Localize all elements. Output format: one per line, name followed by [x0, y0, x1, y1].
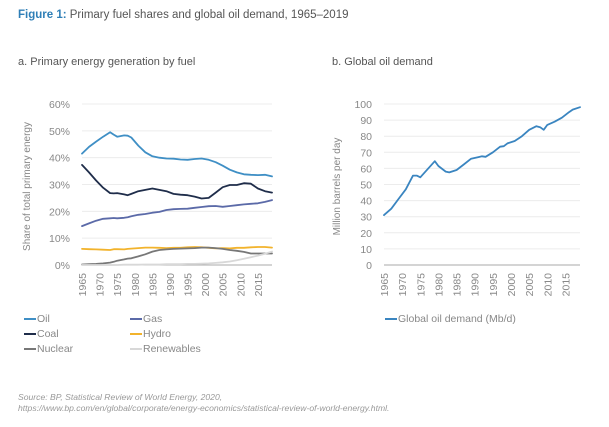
figure-title: Figure 1: Primary fuel shares and global…	[18, 9, 349, 21]
source-line-1: Source: BP, Statistical Review of World …	[18, 392, 223, 402]
x-tick-label: 1995	[183, 273, 195, 297]
series-line-gas	[81, 199, 273, 228]
legend-swatch	[130, 348, 142, 350]
x-tick-label: 2005	[524, 273, 536, 297]
legend-item: Nuclear	[24, 343, 73, 355]
series-line-coal	[81, 163, 273, 200]
x-tick-label: 1975	[415, 273, 427, 297]
legend-swatch	[130, 318, 142, 320]
x-tick-label: 1965	[77, 273, 89, 297]
legend-swatch	[130, 333, 142, 335]
legend-label: Gas	[143, 313, 163, 325]
x-tick-label: 2000	[200, 273, 212, 297]
series-line-global-oil-demand-mb-d	[383, 106, 581, 217]
y-tick-label: 20%	[49, 206, 70, 218]
x-tick-label: 1975	[112, 273, 124, 297]
x-tick-label: 2010	[235, 273, 247, 297]
y-tick-label: 100	[354, 99, 372, 111]
y-tick-label: 10%	[49, 233, 70, 245]
x-tick-label: 1990	[165, 273, 177, 297]
y-tick-label: 10	[360, 244, 372, 256]
x-tick-label: 2015	[253, 273, 265, 297]
series-line-nuclear	[81, 246, 273, 266]
legend-item: Coal	[24, 328, 59, 340]
source-url: https://www.bp.com/en/global/corporate/e…	[18, 403, 390, 413]
x-tick-label: 1995	[488, 273, 500, 297]
y-tick-label: 0%	[55, 260, 70, 272]
legend-swatch	[385, 318, 397, 320]
legend-label: Oil	[37, 313, 50, 325]
y-tick-label: 0	[366, 260, 372, 272]
y-tick-label: 50	[360, 180, 372, 192]
legend-swatch	[24, 333, 36, 335]
figure-title-text: Primary fuel shares and global oil deman…	[66, 9, 349, 21]
x-tick-label: 1980	[433, 273, 445, 297]
y-axis-label: Million barrels per day	[332, 138, 343, 236]
legend-item: Oil	[24, 313, 50, 325]
series-line-hydro	[81, 246, 273, 251]
y-tick-label: 30	[360, 212, 372, 224]
legend-item: Global oil demand (Mb/d)	[385, 313, 516, 325]
legend-label: Coal	[37, 328, 59, 340]
legend-swatch	[24, 318, 36, 320]
legend-label: Nuclear	[37, 343, 74, 355]
x-tick-label: 1965	[379, 273, 391, 297]
x-tick-label: 1980	[130, 273, 142, 297]
legend-item: Hydro	[130, 328, 171, 340]
y-tick-label: 60	[360, 163, 372, 175]
y-tick-label: 40	[360, 196, 372, 208]
legend-swatch	[24, 348, 36, 350]
panel-b-title: b. Global oil demand	[332, 56, 433, 68]
y-tick-label: 90	[360, 115, 372, 127]
series-line-renewables	[81, 250, 273, 266]
legend-label: Global oil demand (Mb/d)	[398, 313, 516, 325]
legend-label: Hydro	[143, 328, 172, 340]
x-tick-label: 1990	[470, 273, 482, 297]
y-tick-label: 20	[360, 228, 372, 240]
legend-item: Renewables	[130, 343, 201, 355]
y-tick-label: 60%	[49, 99, 70, 111]
x-tick-label: 1970	[95, 273, 107, 297]
legend-item: Gas	[130, 313, 162, 325]
y-tick-label: 50%	[49, 126, 70, 138]
y-tick-label: 30%	[49, 180, 70, 192]
panel-a-title: a. Primary energy generation by fuel	[18, 56, 196, 68]
x-tick-label: 1970	[397, 273, 409, 297]
y-tick-label: 40%	[49, 153, 70, 165]
y-tick-label: 80	[360, 131, 372, 143]
x-tick-label: 2005	[218, 273, 230, 297]
x-tick-label: 1985	[452, 273, 464, 297]
figure-label: Figure 1:	[18, 9, 67, 21]
source-note: Source: BP, Statistical Review of World …	[18, 392, 389, 414]
y-axis-label: Share of total primary energy	[22, 122, 33, 251]
series-line-oil	[81, 131, 273, 178]
legend-label: Renewables	[143, 343, 201, 355]
x-tick-label: 2000	[506, 273, 518, 297]
x-tick-label: 2010	[542, 273, 554, 297]
x-tick-label: 2015	[560, 273, 572, 297]
y-tick-label: 70	[360, 147, 372, 159]
x-tick-label: 1985	[147, 273, 159, 297]
